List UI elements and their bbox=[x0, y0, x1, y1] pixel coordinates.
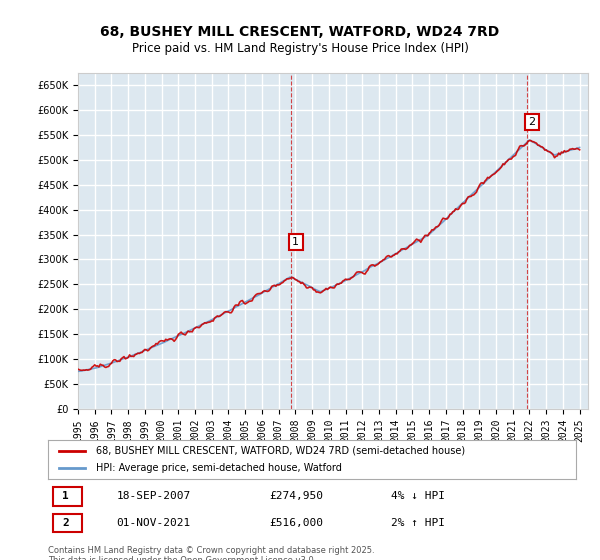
FancyBboxPatch shape bbox=[53, 514, 82, 532]
Text: Price paid vs. HM Land Registry's House Price Index (HPI): Price paid vs. HM Land Registry's House … bbox=[131, 42, 469, 55]
Text: Contains HM Land Registry data © Crown copyright and database right 2025.
This d: Contains HM Land Registry data © Crown c… bbox=[48, 546, 374, 560]
Text: 68, BUSHEY MILL CRESCENT, WATFORD, WD24 7RD (semi-detached house): 68, BUSHEY MILL CRESCENT, WATFORD, WD24 … bbox=[95, 446, 464, 456]
FancyBboxPatch shape bbox=[53, 487, 82, 506]
Text: 1: 1 bbox=[62, 491, 69, 501]
Text: 4% ↓ HPI: 4% ↓ HPI bbox=[391, 491, 445, 501]
Text: 2: 2 bbox=[528, 117, 535, 127]
Text: 68, BUSHEY MILL CRESCENT, WATFORD, WD24 7RD: 68, BUSHEY MILL CRESCENT, WATFORD, WD24 … bbox=[100, 25, 500, 39]
Text: £274,950: £274,950 bbox=[270, 491, 324, 501]
Text: 2: 2 bbox=[62, 518, 69, 528]
Text: £516,000: £516,000 bbox=[270, 518, 324, 528]
Text: HPI: Average price, semi-detached house, Watford: HPI: Average price, semi-detached house,… bbox=[95, 463, 341, 473]
Text: 1: 1 bbox=[292, 237, 299, 247]
Text: 2% ↑ HPI: 2% ↑ HPI bbox=[391, 518, 445, 528]
Text: 18-SEP-2007: 18-SEP-2007 bbox=[116, 491, 191, 501]
Text: 01-NOV-2021: 01-NOV-2021 bbox=[116, 518, 191, 528]
